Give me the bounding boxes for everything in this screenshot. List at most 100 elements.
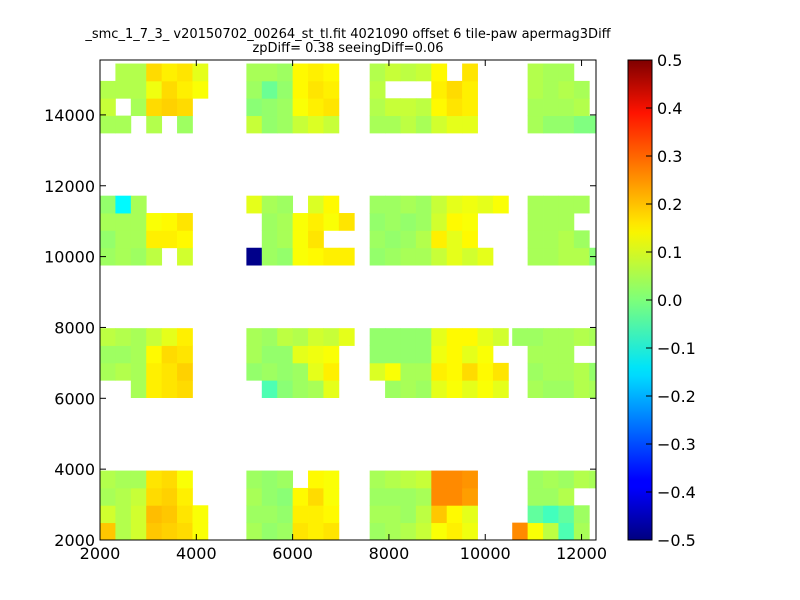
heatmap-cell (115, 80, 132, 99)
heatmap-cell (277, 230, 294, 249)
heatmap-cell (527, 522, 544, 541)
heatmap-cell (277, 98, 294, 117)
heatmap-cell (246, 345, 263, 364)
heatmap-cell (277, 328, 294, 346)
heatmap-cell (400, 98, 417, 117)
colorbar-tick-label: 0.0 (657, 291, 682, 310)
colorbar-tick-label: 0.4 (657, 99, 682, 118)
heatmap-cell (100, 195, 116, 214)
heatmap-cell (100, 80, 116, 99)
heatmap-cell (292, 345, 309, 364)
heatmap-cell (431, 380, 448, 398)
heatmap-cell (512, 522, 529, 541)
heatmap-cell (415, 213, 432, 231)
heatmap-cell (308, 328, 324, 346)
heatmap-cell (292, 247, 309, 266)
heatmap-cell (462, 98, 478, 117)
heatmap-cell (385, 487, 401, 506)
heatmap-cell (100, 362, 116, 381)
heatmap-cell (527, 98, 544, 117)
heatmap-cell (338, 328, 355, 346)
heatmap-cell (308, 98, 324, 117)
heatmap-cell (589, 470, 597, 489)
heatmap-cell (192, 505, 209, 524)
heatmap-cell (446, 98, 463, 117)
heatmap-cell (446, 505, 463, 524)
heatmap-cell (323, 487, 340, 506)
heatmap-cell (130, 505, 147, 524)
heatmap-cell (308, 470, 324, 489)
heatmap-cell (146, 362, 163, 381)
heatmap-cell (261, 247, 278, 266)
heatmap-cell (446, 380, 463, 398)
heatmap-cell (431, 98, 448, 117)
heatmap-cell (100, 505, 116, 524)
heatmap-cell (462, 487, 478, 506)
heatmap-cell (146, 380, 163, 398)
heatmap-cell (527, 213, 544, 231)
heatmap-cell (261, 362, 278, 381)
heatmap-cell (527, 230, 544, 249)
heatmap-cell (385, 328, 401, 346)
heatmap-cell (261, 380, 278, 398)
heatmap-cell (246, 470, 263, 489)
heatmap-cell (100, 328, 116, 346)
heatmap-cell (130, 230, 147, 249)
heatmap-cell (558, 505, 575, 524)
heatmap-cell (177, 487, 193, 506)
heatmap-cell (292, 328, 309, 346)
heatmap-cell (431, 213, 448, 231)
heatmap-cell (100, 345, 116, 364)
heatmap-cell (527, 345, 544, 364)
heatmap-cell (130, 247, 147, 266)
heatmap-cell (323, 522, 340, 541)
heatmap-cell (369, 345, 386, 364)
colorbar-tick-label: 0.3 (657, 147, 682, 166)
heatmap-cell (161, 213, 178, 231)
heatmap-cell (130, 470, 147, 489)
heatmap-cell (543, 115, 559, 134)
heatmap-cell (308, 230, 324, 249)
colorbar-ticks: 0.5 0.4 0.3 0.2 0.1 0.0 −0.1 −0.2 −0.3 −0.4 −0.5 (646, 51, 696, 550)
heatmap-cell (115, 470, 132, 489)
heatmap-cell (431, 362, 448, 381)
heatmap-cell (100, 213, 116, 231)
heatmap-cell (323, 380, 340, 398)
heatmap-cell (277, 470, 294, 489)
heatmap-cell (115, 115, 132, 134)
heatmap-cell (446, 470, 463, 489)
heatmap-cell (400, 505, 417, 524)
heatmap-cell (161, 487, 178, 506)
heatmap-cell (527, 328, 544, 346)
heatmap-cell (543, 195, 559, 214)
heatmap-cell (292, 362, 309, 381)
heatmap-cell (261, 213, 278, 231)
heatmap-cell (369, 362, 386, 381)
chart-title: _smc_1_7_3_ v20150702_00264_st_tl.fit 40… (84, 27, 611, 42)
heatmap-cell (323, 213, 340, 231)
heatmap-cell (431, 522, 448, 541)
heatmap-cell (400, 362, 417, 381)
heatmap-cell (177, 80, 193, 99)
heatmap-cell (492, 380, 509, 398)
heatmap-cell (261, 328, 278, 346)
heatmap-cell (246, 247, 263, 266)
heatmap-cell (431, 80, 448, 99)
heatmap-cell (261, 115, 278, 134)
heatmap-cell (415, 470, 432, 489)
heatmap-cell (415, 115, 432, 134)
heatmap-cell (261, 470, 278, 489)
heatmap-cell (338, 213, 355, 231)
heatmap-cell (323, 63, 340, 82)
heatmap-cell (323, 98, 340, 117)
heatmap-cell (415, 63, 432, 82)
heatmap-cell (369, 487, 386, 506)
heatmap-cell (146, 230, 163, 249)
heatmap-cell (246, 328, 263, 346)
heatmap-cell (308, 487, 324, 506)
heatmap-cell (261, 195, 278, 214)
heatmap-cell (415, 522, 432, 541)
colorbar-tick-label: −0.4 (657, 483, 696, 502)
heatmap-cell (177, 470, 193, 489)
heatmap-cell (246, 487, 263, 506)
